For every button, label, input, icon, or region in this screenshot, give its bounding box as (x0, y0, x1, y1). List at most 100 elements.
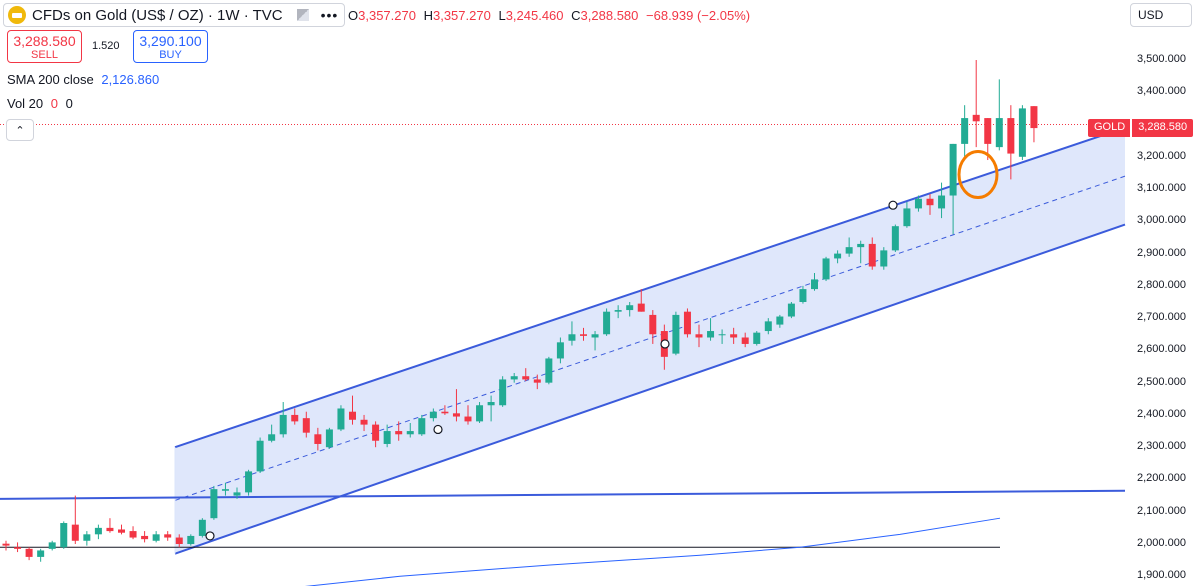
candle-body (14, 547, 22, 549)
candle-body (118, 529, 125, 533)
candle-body (568, 334, 576, 341)
volume-label: Vol 20 (7, 96, 44, 111)
low-value: 3,245.460 (505, 8, 564, 23)
candle-body (834, 253, 842, 259)
candle-body (649, 314, 657, 335)
candle-body (637, 303, 645, 312)
volume-value-a: 0 (50, 96, 59, 111)
last-price-symbol: GOLD (1088, 119, 1131, 137)
candle-body (452, 413, 460, 417)
buy-button[interactable]: 3,290.100 BUY (133, 30, 208, 63)
candle-body (291, 414, 299, 422)
candle-body (545, 358, 553, 383)
candle-body (822, 258, 830, 280)
hide-legend-icon[interactable] (296, 9, 309, 21)
symbol-legend[interactable]: CFDs on Gold (US$ / OZ) · 1W · TVC ••• (3, 3, 346, 27)
candle-body (903, 208, 911, 227)
candle-body (71, 524, 79, 541)
change-value: −68.939 (−2.05%) (646, 8, 751, 23)
sma-label: SMA 200 close (7, 72, 94, 87)
channel-upper-line (174, 126, 1126, 449)
candle-body (360, 419, 368, 425)
candle-body (372, 424, 380, 441)
volume-indicator-legend[interactable]: Vol 20 0 0 (7, 96, 73, 111)
candle-body (94, 527, 102, 535)
price-axis-tick: 2,800.000 (1137, 278, 1186, 291)
candle-body (164, 534, 172, 538)
candle-body (83, 534, 91, 541)
candle-body (1007, 118, 1015, 154)
sma-indicator-legend[interactable]: SMA 200 close 2,126.860 (7, 72, 159, 87)
currency-selector[interactable]: USD (1130, 3, 1192, 27)
event-marker (888, 200, 898, 210)
candle-body (995, 118, 1003, 148)
volume-value-b: 0 (65, 96, 73, 111)
candle-body (718, 334, 726, 336)
candle-body (429, 411, 437, 419)
candle-body (1018, 108, 1026, 157)
price-axis-tick: 2,900.000 (1137, 246, 1186, 259)
candle-body (476, 405, 484, 422)
candle-body (626, 305, 634, 311)
candle-body (441, 411, 449, 414)
candle-body (799, 289, 807, 302)
candle-body (187, 535, 195, 544)
price-axis-tick: 2,500.000 (1137, 375, 1186, 388)
price-axis-tick: 3,500.000 (1137, 53, 1186, 65)
sell-button[interactable]: 3,288.580 SELL (7, 30, 82, 63)
candle-body (245, 471, 253, 493)
sma-value: 2,126.860 (101, 72, 160, 87)
candle-body (868, 243, 876, 267)
collapse-legend-button[interactable]: ⌃ (6, 119, 34, 141)
candle-body (314, 434, 322, 444)
candle-body (152, 534, 160, 541)
channel-lower-line (174, 223, 1126, 555)
candle-body (302, 418, 310, 433)
high-label: H (423, 8, 433, 23)
candle-body (707, 331, 715, 338)
candle-body (268, 434, 276, 441)
more-options-icon[interactable]: ••• (320, 7, 339, 23)
candle-body (845, 247, 853, 254)
last-price-tag: GOLD 3,288.580 (1088, 119, 1194, 137)
support-trendline (0, 489, 1126, 500)
chevron-up-icon: ⌃ (15, 124, 25, 137)
candle-body (510, 376, 518, 380)
low-label: L (498, 8, 506, 23)
candle-body (984, 118, 992, 144)
open-label: O (348, 8, 359, 23)
candle-body (175, 537, 183, 544)
candle-body (533, 379, 541, 383)
candle-body (961, 118, 969, 144)
candle-body (938, 195, 946, 209)
candle-body (106, 527, 114, 532)
price-axis-tick: 3,400.000 (1137, 85, 1186, 98)
candle-body (383, 431, 391, 444)
event-marker (205, 531, 215, 541)
candle-body (914, 198, 922, 209)
candle-body (349, 411, 356, 420)
candle-body (25, 548, 33, 557)
symbol-title: CFDs on Gold (US$ / OZ) · 1W · TVC (32, 6, 283, 24)
candle-body (672, 314, 680, 354)
candle-body (233, 492, 241, 496)
candle-body (730, 334, 738, 338)
candle-body (418, 418, 426, 435)
buy-label: BUY (159, 49, 182, 61)
candle-body (695, 334, 703, 338)
candle-body (891, 226, 899, 251)
candle-body (406, 431, 414, 435)
candle-body (880, 250, 888, 267)
candle-body (48, 542, 56, 549)
buy-price: 3,290.100 (139, 33, 202, 49)
candle-body (1030, 106, 1038, 129)
candle-body (683, 311, 691, 335)
candle-body (129, 531, 137, 538)
close-value: 3,288.580 (580, 8, 639, 23)
price-axis-tick: 2,200.000 (1137, 472, 1186, 485)
candle-body (926, 198, 934, 206)
candle-body (221, 489, 229, 491)
price-axis-tick: 2,600.000 (1137, 343, 1186, 356)
event-marker (433, 424, 443, 435)
